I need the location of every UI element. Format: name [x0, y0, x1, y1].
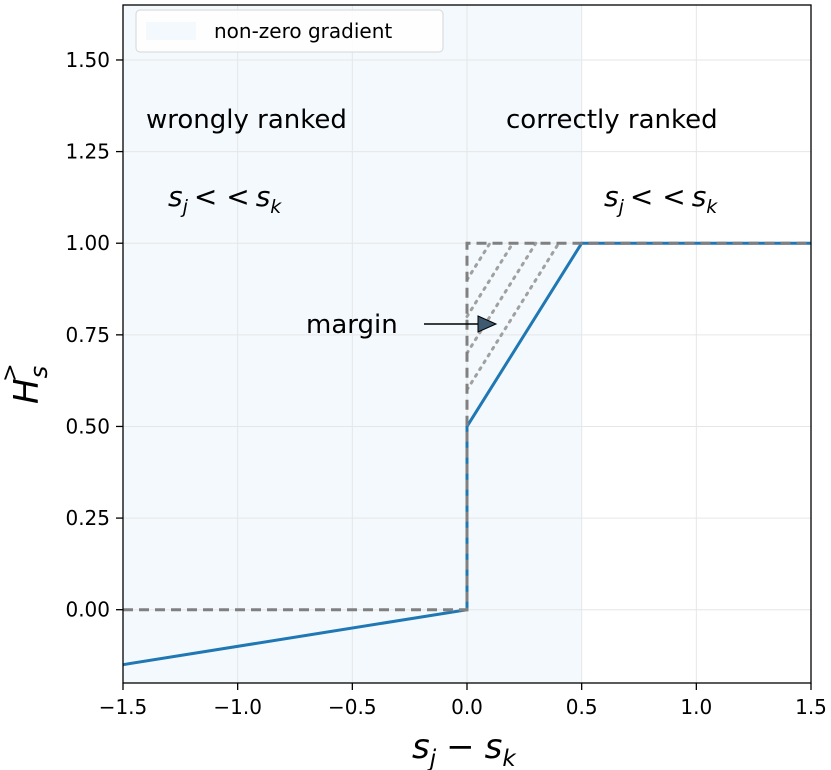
legend-frame	[135, 9, 444, 53]
x-tick-label-5: 1.0	[680, 695, 712, 719]
x-tick-label-6: 1.5	[795, 695, 827, 719]
x-tick-label-2: −0.5	[328, 695, 377, 719]
margin-dotted-line-2	[465, 241, 515, 319]
y-axis-label: Hs>	[0, 363, 53, 404]
y-tick-label-2: 0.50	[65, 414, 110, 438]
annotation-correctly-ranked: correctly ranked	[506, 105, 718, 135]
annotation-wrongly-ranked: wrongly ranked	[146, 105, 347, 135]
y-tick-label-1: 0.25	[65, 506, 110, 530]
legend-label: non-zero gradient	[214, 19, 392, 43]
margin-arrow	[424, 315, 498, 333]
ticks: −1.5 −1.0 −0.5 0.0 0.5 1.0 1.5 0.00 0.25 0.50 0.75…	[65, 48, 826, 719]
x-tick-label-4: 0.5	[566, 695, 598, 719]
margin-dotted-line-0	[465, 241, 561, 392]
legend: non-zero gradient	[135, 9, 444, 53]
legend-swatch	[146, 22, 196, 40]
y-tick-label-4: 1.00	[65, 231, 110, 255]
region-label-left: sj < < sk	[168, 180, 282, 218]
annotation-margin: margin	[306, 310, 398, 340]
margin-dotted-line-1	[465, 241, 538, 355]
y-tick-label-0: 0.00	[65, 598, 110, 622]
svg-text:Hs>: Hs>	[0, 363, 53, 404]
x-axis-label: sj − sk	[412, 727, 517, 770]
x-tick-label-3: 0.0	[451, 695, 483, 719]
y-tick-label-3: 0.75	[65, 323, 110, 347]
region-label-right: sj < < sk	[604, 180, 718, 218]
series-layer	[122, 241, 811, 667]
margin-dotted-line-3	[465, 241, 492, 282]
y-tick-label-6: 1.50	[65, 48, 110, 72]
series-dashed-line	[123, 241, 811, 612]
x-tick-label-1: −1.0	[213, 695, 262, 719]
y-tick-label-5: 1.25	[65, 140, 110, 164]
x-tick-label-0: −1.5	[99, 695, 148, 719]
